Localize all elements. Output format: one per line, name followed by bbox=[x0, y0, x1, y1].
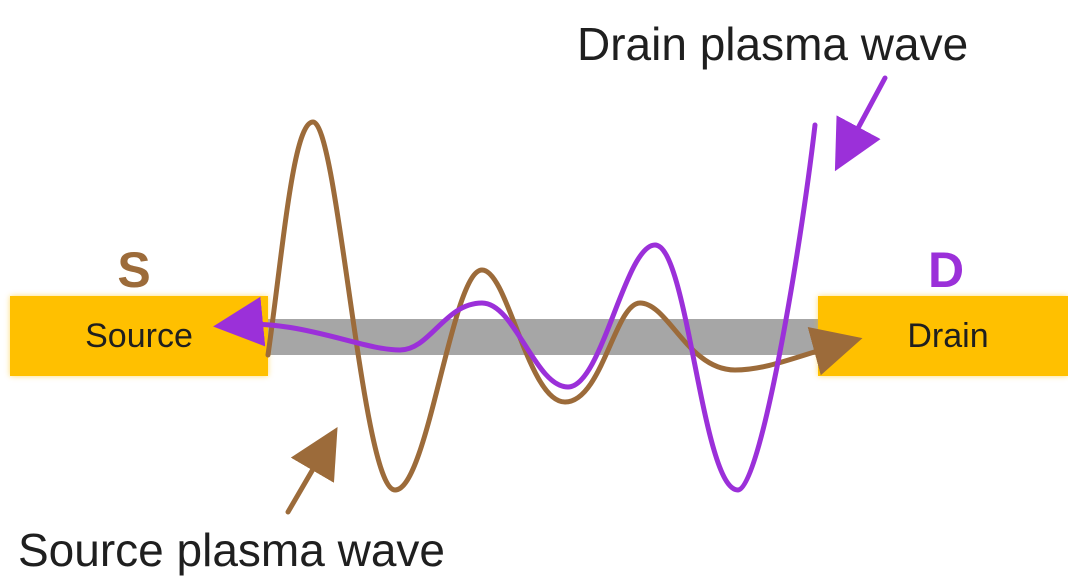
drain-plasma-wave-curve bbox=[213, 122, 818, 493]
source-plasma-wave-label: Source plasma wave bbox=[18, 524, 445, 576]
drain-plasma-wave-label: Drain plasma wave bbox=[577, 18, 968, 70]
source-box-label: Source bbox=[85, 317, 193, 355]
drain-wave-pointer-arrow bbox=[834, 75, 888, 172]
source-wave-pointer-arrow bbox=[285, 427, 338, 515]
source-plasma-wave-curve bbox=[265, 119, 863, 493]
source-letter: S bbox=[117, 242, 150, 298]
channel-bar bbox=[262, 319, 822, 355]
drain-box-label: Drain bbox=[907, 317, 988, 355]
drain-letter: D bbox=[928, 242, 964, 298]
